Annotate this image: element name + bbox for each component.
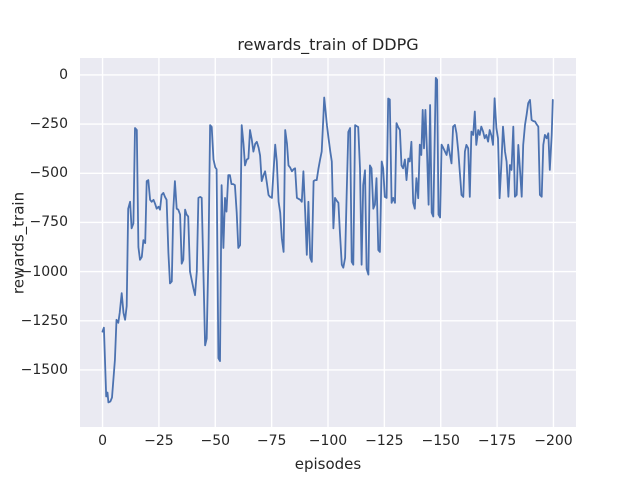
x-tick-label: −25: [144, 433, 174, 449]
plot-title: rewards_train of DDPG: [237, 35, 419, 54]
x-axis-label: episodes: [294, 455, 362, 473]
y-tick-label: −1250: [20, 312, 68, 329]
x-tick-label: −75: [256, 433, 287, 449]
y-tick-label: −1500: [20, 361, 68, 378]
x-tick-label: −200: [534, 433, 573, 449]
x-tick-label: −125: [365, 433, 404, 449]
x-tick-label: −100: [308, 433, 348, 449]
x-tick-label: −150: [421, 433, 460, 449]
y-tick-label: 0: [59, 66, 68, 83]
x-tick-label: 0: [98, 433, 107, 449]
chart-svg: [80, 58, 576, 427]
plot-area: [80, 58, 576, 427]
y-tick-label: −250: [29, 116, 68, 133]
y-tick-label: −1000: [20, 263, 68, 280]
x-tick-label: −175: [477, 433, 517, 449]
x-tick-label: −50: [200, 433, 231, 449]
reward-line-series: [101, 77, 554, 404]
y-tick-label: −500: [29, 165, 68, 182]
y-tick-label: −750: [29, 214, 68, 231]
